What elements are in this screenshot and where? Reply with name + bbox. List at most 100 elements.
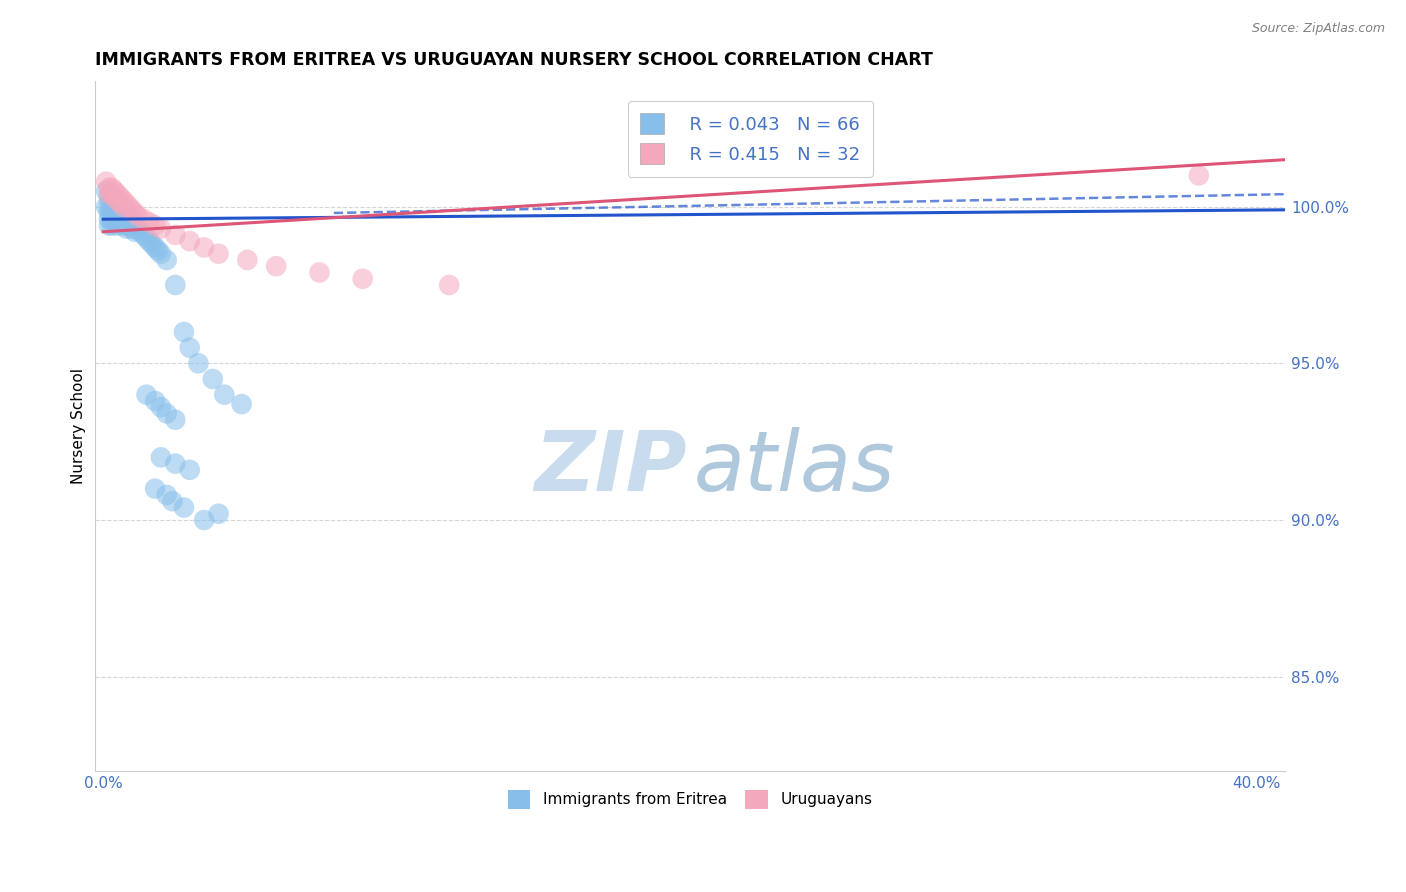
Point — [107, 187, 129, 202]
Point — [135, 231, 157, 245]
Point — [149, 401, 172, 415]
Point — [173, 500, 195, 515]
Point — [101, 212, 124, 227]
Point — [110, 209, 132, 223]
Point — [138, 234, 160, 248]
Legend: Immigrants from Eritrea, Uruguayans: Immigrants from Eritrea, Uruguayans — [502, 784, 879, 814]
Point — [132, 212, 155, 227]
Point — [118, 212, 141, 227]
Y-axis label: Nursery School: Nursery School — [72, 368, 86, 484]
Point — [143, 482, 166, 496]
Text: IMMIGRANTS FROM ERITREA VS URUGUAYAN NURSERY SCHOOL CORRELATION CHART: IMMIGRANTS FROM ERITREA VS URUGUAYAN NUR… — [94, 51, 932, 69]
Point — [107, 219, 129, 233]
Point — [110, 215, 132, 229]
Point — [104, 196, 127, 211]
Point — [179, 341, 201, 355]
Point — [124, 206, 146, 220]
Point — [193, 240, 215, 254]
Point — [94, 200, 117, 214]
Point — [207, 246, 229, 260]
Point — [149, 246, 172, 260]
Point — [115, 196, 138, 211]
Point — [107, 212, 129, 227]
Point — [165, 457, 187, 471]
Point — [112, 194, 135, 208]
Point — [236, 252, 259, 267]
Point — [149, 450, 172, 465]
Point — [165, 227, 187, 242]
Point — [101, 206, 124, 220]
Point — [104, 184, 127, 198]
Point — [121, 215, 143, 229]
Point — [173, 325, 195, 339]
Point — [156, 488, 179, 502]
Point — [129, 225, 152, 239]
Point — [118, 200, 141, 214]
Point — [132, 227, 155, 242]
Point — [104, 209, 127, 223]
Point — [156, 252, 179, 267]
Point — [165, 413, 187, 427]
Text: Source: ZipAtlas.com: Source: ZipAtlas.com — [1251, 22, 1385, 36]
Point — [308, 265, 330, 279]
Point — [193, 513, 215, 527]
Point — [187, 356, 209, 370]
Point — [112, 200, 135, 214]
Point — [124, 219, 146, 233]
Point — [143, 240, 166, 254]
Point — [143, 393, 166, 408]
Point — [107, 206, 129, 220]
Point — [1188, 169, 1211, 183]
Point — [112, 219, 135, 233]
Point — [110, 190, 132, 204]
Point — [107, 200, 129, 214]
Point — [179, 463, 201, 477]
Point — [231, 397, 253, 411]
Point — [162, 494, 184, 508]
Point — [141, 237, 163, 252]
Point — [121, 202, 143, 217]
Point — [98, 200, 121, 214]
Point — [115, 215, 138, 229]
Point — [437, 278, 460, 293]
Point — [98, 212, 121, 227]
Point — [201, 372, 224, 386]
Point — [214, 387, 236, 401]
Point — [101, 187, 124, 202]
Point — [94, 175, 117, 189]
Point — [104, 190, 127, 204]
Point — [101, 219, 124, 233]
Point — [179, 234, 201, 248]
Point — [115, 221, 138, 235]
Point — [112, 206, 135, 220]
Point — [207, 507, 229, 521]
Point — [138, 215, 160, 229]
Text: ZIP: ZIP — [534, 427, 686, 508]
Point — [156, 407, 179, 421]
Point — [149, 221, 172, 235]
Point — [101, 200, 124, 214]
Point — [143, 219, 166, 233]
Point — [107, 194, 129, 208]
Point — [98, 190, 121, 204]
Point — [112, 212, 135, 227]
Point — [110, 196, 132, 211]
Point — [124, 225, 146, 239]
Point — [127, 221, 149, 235]
Point — [98, 219, 121, 233]
Point — [118, 219, 141, 233]
Point — [135, 387, 157, 401]
Point — [104, 215, 127, 229]
Point — [352, 271, 374, 285]
Point — [115, 209, 138, 223]
Point — [101, 194, 124, 208]
Text: atlas: atlas — [693, 427, 896, 508]
Point — [121, 221, 143, 235]
Point — [104, 202, 127, 217]
Point — [101, 181, 124, 195]
Point — [98, 206, 121, 220]
Point — [98, 181, 121, 195]
Point — [127, 209, 149, 223]
Point — [110, 202, 132, 217]
Point — [264, 259, 287, 273]
